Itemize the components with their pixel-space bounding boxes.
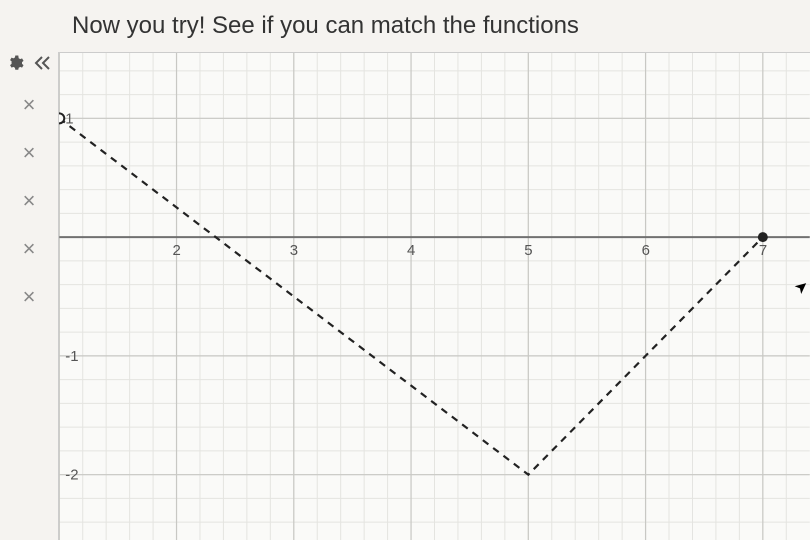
svg-text:-2: -2 xyxy=(65,467,78,484)
svg-text:5: 5 xyxy=(524,242,532,259)
expression-delete-3[interactable]: × xyxy=(14,178,44,224)
expression-delete-1[interactable]: × xyxy=(14,82,44,128)
toolbar-top-row xyxy=(4,52,54,74)
graph-area[interactable]: 2345671-1-2 ➤ xyxy=(58,52,810,540)
svg-text:3: 3 xyxy=(290,242,298,259)
expression-delete-4[interactable]: × xyxy=(14,226,44,272)
page-title: Now you try! See if you can match the fu… xyxy=(0,0,810,54)
gear-icon[interactable] xyxy=(4,52,26,74)
svg-text:-1: -1 xyxy=(65,348,78,365)
expression-delete-2[interactable]: × xyxy=(14,130,44,176)
svg-text:7: 7 xyxy=(759,242,767,259)
svg-text:1: 1 xyxy=(65,110,73,127)
collapse-icon[interactable] xyxy=(32,52,54,74)
svg-text:4: 4 xyxy=(407,242,415,259)
svg-text:6: 6 xyxy=(642,242,650,259)
left-toolbar: × × × × × xyxy=(0,52,58,320)
expression-delete-5[interactable]: × xyxy=(14,274,44,320)
coordinate-plot: 2 3 4 5 6 7 1 -1 -2 xyxy=(59,53,810,540)
svg-text:2: 2 xyxy=(173,242,181,259)
